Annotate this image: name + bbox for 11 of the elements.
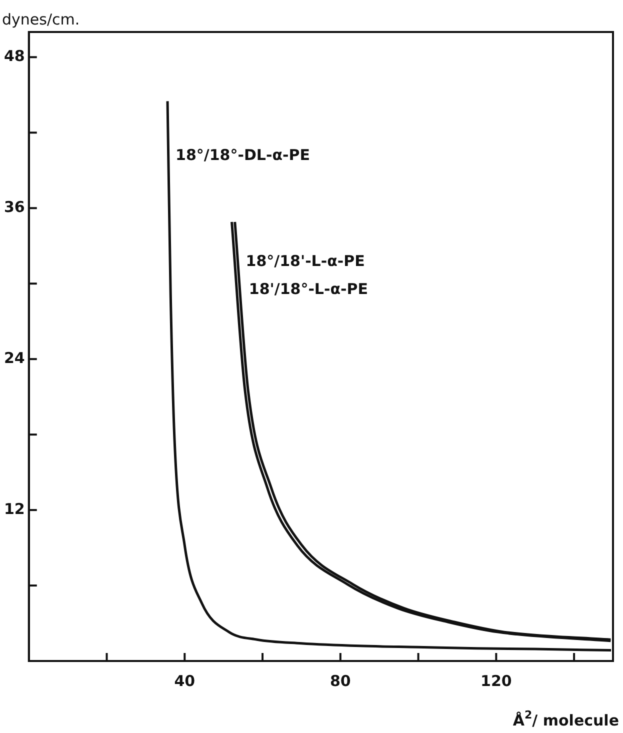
y-tick-label: 48 (4, 47, 25, 66)
x-tick-label: 40 (174, 672, 196, 690)
y-tick-label: 24 (4, 348, 25, 367)
x-tick-label: 120 (480, 672, 512, 690)
x-tick-label: 80 (330, 672, 351, 690)
y-tick-label: 36 (4, 198, 25, 216)
y-tick-label: 12 (4, 500, 25, 518)
y-axis-title: dynes/cm. (2, 10, 80, 28)
series-label: 18'/18°-L-α-PE (248, 280, 368, 298)
series-label: 18°/18°-DL-α-PE (176, 146, 310, 164)
series-label: 18°/18'-L-α-PE (246, 252, 365, 270)
